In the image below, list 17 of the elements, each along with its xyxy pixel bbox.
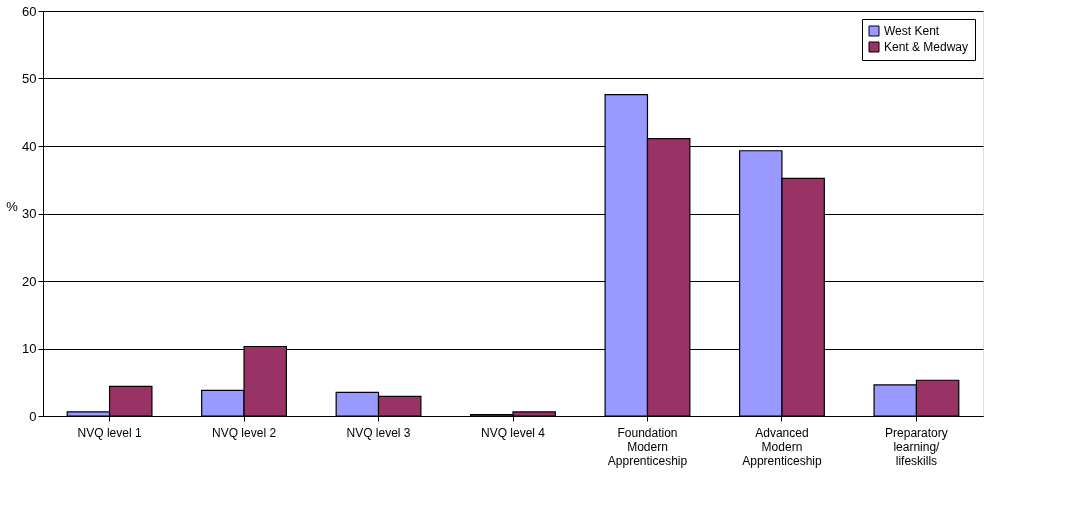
x-tick-label: Foundation Modern Apprenticeship bbox=[607, 425, 688, 468]
x-tick-label: NVQ level 3 bbox=[346, 425, 411, 440]
y-tick-label: 20 bbox=[22, 273, 37, 289]
y-tick-label: 50 bbox=[22, 71, 37, 86]
x-tick-label: Preparatory learning/ lifeskills bbox=[885, 425, 948, 468]
y-tick-label: 0 bbox=[29, 408, 37, 424]
x-tick-label: NVQ level 2 bbox=[212, 425, 277, 440]
legend-label: Kent & Medway bbox=[884, 40, 969, 54]
y-tick-label: 40 bbox=[22, 138, 37, 154]
y-axis-title: % bbox=[6, 199, 19, 214]
x-tick-label: NVQ level 1 bbox=[77, 425, 142, 440]
y-tick-label: 60 bbox=[22, 3, 37, 19]
y-tick-label: 10 bbox=[22, 341, 37, 356]
x-tick-label: NVQ level 4 bbox=[480, 425, 546, 440]
legend-label: West Kent bbox=[884, 24, 940, 38]
y-tick-label: 30 bbox=[22, 206, 37, 221]
x-tick-label: Advanced Modern Apprenticeship bbox=[742, 425, 822, 468]
